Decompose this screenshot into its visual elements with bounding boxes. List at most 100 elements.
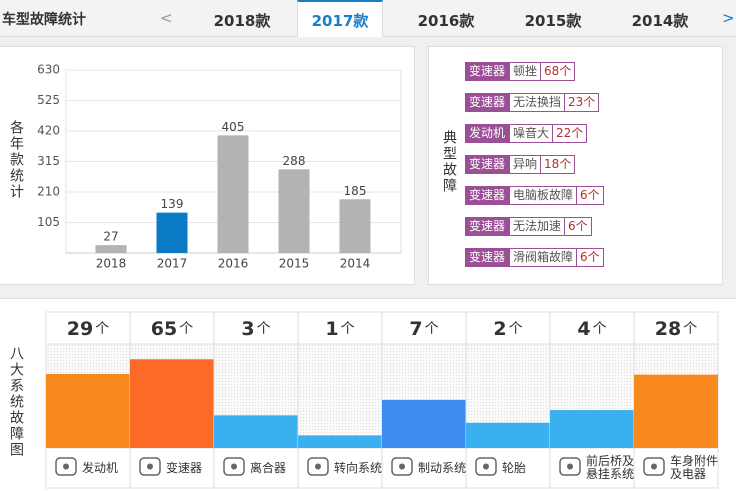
count-value: 65 [151, 318, 177, 340]
fault-issue: 异响 [509, 155, 542, 174]
count-value: 29 [67, 318, 93, 340]
system-name: 发动机 [82, 460, 119, 475]
system-icon [139, 457, 161, 476]
fault-issue: 电脑板故障 [509, 186, 578, 205]
bar [298, 435, 382, 448]
header-title: 车型故障统计 [2, 12, 86, 28]
system-icon-dot [399, 463, 405, 470]
system-name: 轮胎 [502, 460, 527, 475]
fault-part: 变速器 [465, 62, 510, 81]
cell-footer [45, 447, 131, 489]
fault-issue: 顿挫 [509, 62, 542, 81]
system-name: 车身附件及电器 [670, 454, 719, 481]
system-icon [307, 457, 329, 476]
fault-issue: 无法换挡 [509, 93, 566, 112]
y-tick-label: 210 [37, 185, 60, 199]
system-icon-dot [147, 463, 153, 470]
system-icon [475, 457, 497, 476]
system-name: 前后桥及悬挂系统 [586, 454, 635, 481]
fault-part: 发动机 [465, 124, 510, 143]
count-unit: 个 [593, 321, 607, 337]
bar [156, 212, 188, 253]
count-label: 65 个 [151, 318, 193, 340]
count-unit: 个 [257, 321, 271, 337]
year-tab[interactable]: 2014款 [631, 12, 689, 30]
fault-count: 6个 [577, 248, 604, 267]
fault-count: 6个 [577, 186, 604, 205]
value-label: 405 [222, 120, 245, 134]
system-name: 转向系统 [334, 460, 383, 475]
cell-footer [465, 447, 551, 489]
fault-tag: 变速器 无法加速 6个 [465, 217, 592, 236]
prev-button[interactable]: < [160, 9, 173, 27]
bar [550, 410, 634, 448]
year-tab[interactable]: 2015款 [524, 12, 582, 30]
fault-label: 典型故障 [441, 130, 457, 194]
y-tick-label: 630 [37, 63, 60, 77]
system-name: 制动系统 [418, 460, 467, 475]
y-tick-label: 525 [37, 93, 60, 107]
bar [130, 359, 214, 448]
count-value: 1 [325, 318, 338, 340]
next-button[interactable]: > [722, 9, 735, 27]
bar [466, 422, 550, 448]
y-tick-label: 315 [37, 154, 60, 168]
count-unit: 个 [179, 321, 193, 337]
year-tab[interactable]: 2018款 [213, 12, 271, 30]
count-value: 4 [577, 318, 590, 340]
cell-bg [297, 343, 383, 449]
count-value: 3 [241, 318, 254, 340]
count-unit: 个 [683, 321, 697, 337]
count-value: 28 [655, 318, 681, 340]
fault-tag: 变速器 异响 18个 [465, 155, 576, 174]
year-tab[interactable]: 2016款 [417, 12, 475, 30]
cell-header [465, 311, 551, 345]
fault-part: 变速器 [465, 217, 510, 236]
fault-issue: 无法加速 [509, 217, 566, 236]
fault-count: 18个 [541, 155, 576, 174]
bar [46, 373, 130, 448]
cell-header [297, 311, 383, 345]
count-unit: 个 [509, 321, 523, 337]
y-axis-label: 各年款统计 [8, 120, 24, 200]
bar [339, 199, 371, 253]
x-tick-label: 2015 [279, 257, 310, 271]
x-tick-label: 2014 [340, 257, 371, 271]
x-tick-label: 2016 [218, 257, 249, 271]
active-tab-bg [297, 0, 383, 37]
system-name: 离合器 [250, 460, 287, 475]
bar [217, 135, 249, 253]
fault-part: 变速器 [465, 186, 510, 205]
value-label: 27 [103, 230, 118, 244]
fault-part: 变速器 [465, 93, 510, 112]
y-tick-label: 420 [37, 124, 60, 138]
fault-part: 变速器 [465, 248, 510, 267]
count-unit: 个 [425, 321, 439, 337]
count-unit: 个 [341, 321, 355, 337]
fault-count: 23个 [565, 93, 600, 112]
bar [382, 399, 466, 448]
system-name: 变速器 [166, 460, 203, 475]
count-unit: 个 [95, 321, 109, 337]
system-icon-dot [651, 463, 657, 470]
cell-header [633, 311, 719, 345]
cell-footer [297, 447, 383, 489]
count-label: 29 个 [67, 318, 109, 340]
count-label: 28 个 [655, 318, 697, 340]
bar [214, 415, 298, 448]
cell-footer [549, 447, 635, 489]
system-icon [55, 457, 77, 476]
system-label: 八大系统故障图 [8, 346, 24, 458]
fault-part: 变速器 [465, 155, 510, 174]
system-icon [643, 457, 665, 476]
fault-tag: 发动机 噪音大 22个 [465, 124, 588, 143]
cell-header [45, 311, 131, 345]
fault-tag: 变速器 电脑板故障 6个 [465, 186, 604, 205]
fault-count: 68个 [541, 62, 576, 81]
year-tab[interactable]: 2017款 [311, 12, 369, 30]
